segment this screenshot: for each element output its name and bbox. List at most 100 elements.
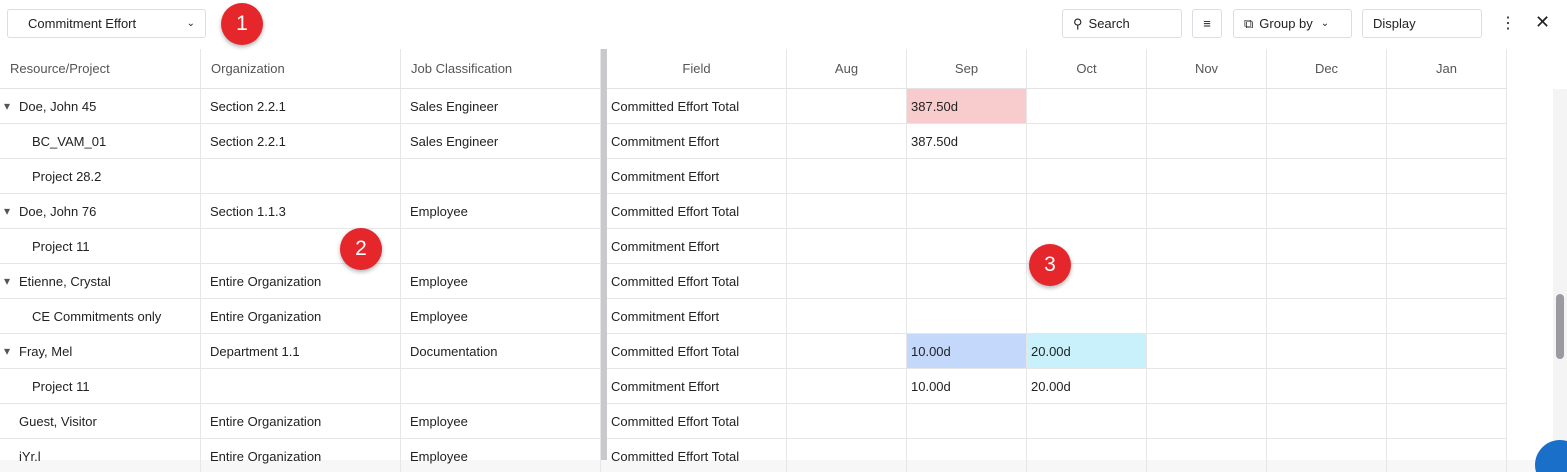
month-cell xyxy=(1387,404,1507,439)
month-cell xyxy=(1027,404,1147,439)
month-cell xyxy=(787,264,907,299)
field-cell: Commitment Effort xyxy=(607,369,787,404)
chart-fab[interactable] xyxy=(1535,440,1567,472)
filter-button[interactable]: ≡ xyxy=(1192,9,1222,38)
cell xyxy=(401,369,601,404)
expand-toggle[interactable]: ▾ xyxy=(4,344,11,358)
cell: iYr.l xyxy=(0,439,201,472)
cell-text: Department 1.1 xyxy=(210,343,300,359)
close-button[interactable]: ✕ xyxy=(1535,12,1551,32)
month-cell xyxy=(787,439,907,472)
cell xyxy=(201,369,401,404)
cell: ▾ Doe, John 45 xyxy=(0,89,201,124)
annotation-badge: 1 xyxy=(221,3,263,45)
month-cell xyxy=(907,159,1027,194)
cell-text: Entire Organization xyxy=(210,448,322,464)
month-cell xyxy=(1267,334,1387,369)
cell xyxy=(201,159,401,194)
month-cell xyxy=(907,439,1027,472)
cell: Section 1.1.3 xyxy=(201,194,401,229)
group-by-button[interactable]: ⧉ Group by ⌄ xyxy=(1233,9,1352,38)
month-cell xyxy=(1027,439,1147,472)
column-header: Jan xyxy=(1387,49,1507,89)
cell-text: Employee xyxy=(410,203,468,219)
month-cell xyxy=(1267,369,1387,404)
cell-text: Section 2.2.1 xyxy=(210,133,286,149)
view-label: Commitment Effort xyxy=(28,16,137,31)
field-cell: Commitment Effort xyxy=(607,229,787,264)
view-dropdown[interactable]: Commitment Effort ⌄ xyxy=(7,9,206,38)
column-header: Field xyxy=(607,49,787,89)
expand-toggle[interactable]: ▾ xyxy=(4,204,11,218)
cell: Sales Engineer xyxy=(401,124,601,159)
field-cell: Committed Effort Total xyxy=(607,334,787,369)
field-cell: Committed Effort Total xyxy=(607,264,787,299)
field-cell: Committed Effort Total xyxy=(607,89,787,124)
field-cell: Committed Effort Total xyxy=(607,439,787,472)
cell: Entire Organization xyxy=(201,299,401,334)
column-header: Job Classification xyxy=(401,49,601,89)
scroll-thumb[interactable] xyxy=(1556,294,1564,359)
month-cell xyxy=(1147,124,1267,159)
cell-text: Employee xyxy=(410,273,468,289)
field-cell: Committed Effort Total xyxy=(607,194,787,229)
month-cell xyxy=(1267,89,1387,124)
cell: Entire Organization xyxy=(201,404,401,439)
cell-text: Etienne, Crystal xyxy=(19,273,111,289)
cell: Guest, Visitor xyxy=(0,404,201,439)
month-cell xyxy=(787,369,907,404)
cell-text: Entire Organization xyxy=(210,413,322,429)
month-cell xyxy=(1387,334,1507,369)
cell xyxy=(401,229,601,264)
cell-text: Sales Engineer xyxy=(410,98,499,114)
cell-text: Entire Organization xyxy=(210,273,322,289)
cell-text: Project 11 xyxy=(32,378,90,394)
cell: ▾ Fray, Mel xyxy=(0,334,201,369)
month-cell xyxy=(1387,369,1507,404)
cell: Entire Organization xyxy=(201,439,401,472)
expand-toggle[interactable]: ▾ xyxy=(4,274,11,288)
search-box[interactable]: ⚲ Search xyxy=(1062,9,1182,38)
month-cell xyxy=(1147,264,1267,299)
month-cell xyxy=(787,404,907,439)
month-cell xyxy=(1267,159,1387,194)
cell: ▾ Doe, John 76 xyxy=(0,194,201,229)
display-label: Display xyxy=(1373,16,1416,31)
month-cell xyxy=(1027,159,1147,194)
cell-text: CE Commitments only xyxy=(32,308,162,324)
cell-text: Doe, John 76 xyxy=(19,203,97,219)
cell-text: Guest, Visitor xyxy=(19,413,97,429)
month-cell: 387.50d xyxy=(907,89,1027,124)
month-cell: 10.00d xyxy=(907,334,1027,369)
cell-text: BC_VAM_01 xyxy=(32,133,107,149)
month-cell xyxy=(1267,404,1387,439)
column-header: Nov xyxy=(1147,49,1267,89)
month-cell: 387.50d xyxy=(907,124,1027,159)
month-cell xyxy=(1147,369,1267,404)
month-cell xyxy=(787,229,907,264)
field-cell: Committed Effort Total xyxy=(607,404,787,439)
column-header: Dec xyxy=(1267,49,1387,89)
splitter[interactable] xyxy=(601,49,607,472)
expand-toggle[interactable]: ▾ xyxy=(4,99,11,113)
field-cell: Commitment Effort xyxy=(607,159,787,194)
cell-text: Employee xyxy=(410,448,468,464)
h-scrollbar[interactable] xyxy=(0,460,1553,472)
column-header: Oct xyxy=(1027,49,1147,89)
month-cell xyxy=(1267,229,1387,264)
cell: Project 11 xyxy=(0,369,201,404)
more-button[interactable]: ⋮ xyxy=(1500,15,1516,32)
month-cell: 20.00d xyxy=(1027,334,1147,369)
cell: Entire Organization xyxy=(201,264,401,299)
cell: Sales Engineer xyxy=(401,89,601,124)
cell-text: Section 1.1.3 xyxy=(210,203,286,219)
display-button[interactable]: Display xyxy=(1362,9,1482,38)
scrollbar[interactable] xyxy=(1553,89,1567,472)
month-cell xyxy=(1267,439,1387,472)
month-cell xyxy=(1267,264,1387,299)
cell: Section 2.2.1 xyxy=(201,89,401,124)
month-cell xyxy=(907,404,1027,439)
month-cell xyxy=(1147,404,1267,439)
cell: Employee xyxy=(401,264,601,299)
month-cell xyxy=(1387,299,1507,334)
